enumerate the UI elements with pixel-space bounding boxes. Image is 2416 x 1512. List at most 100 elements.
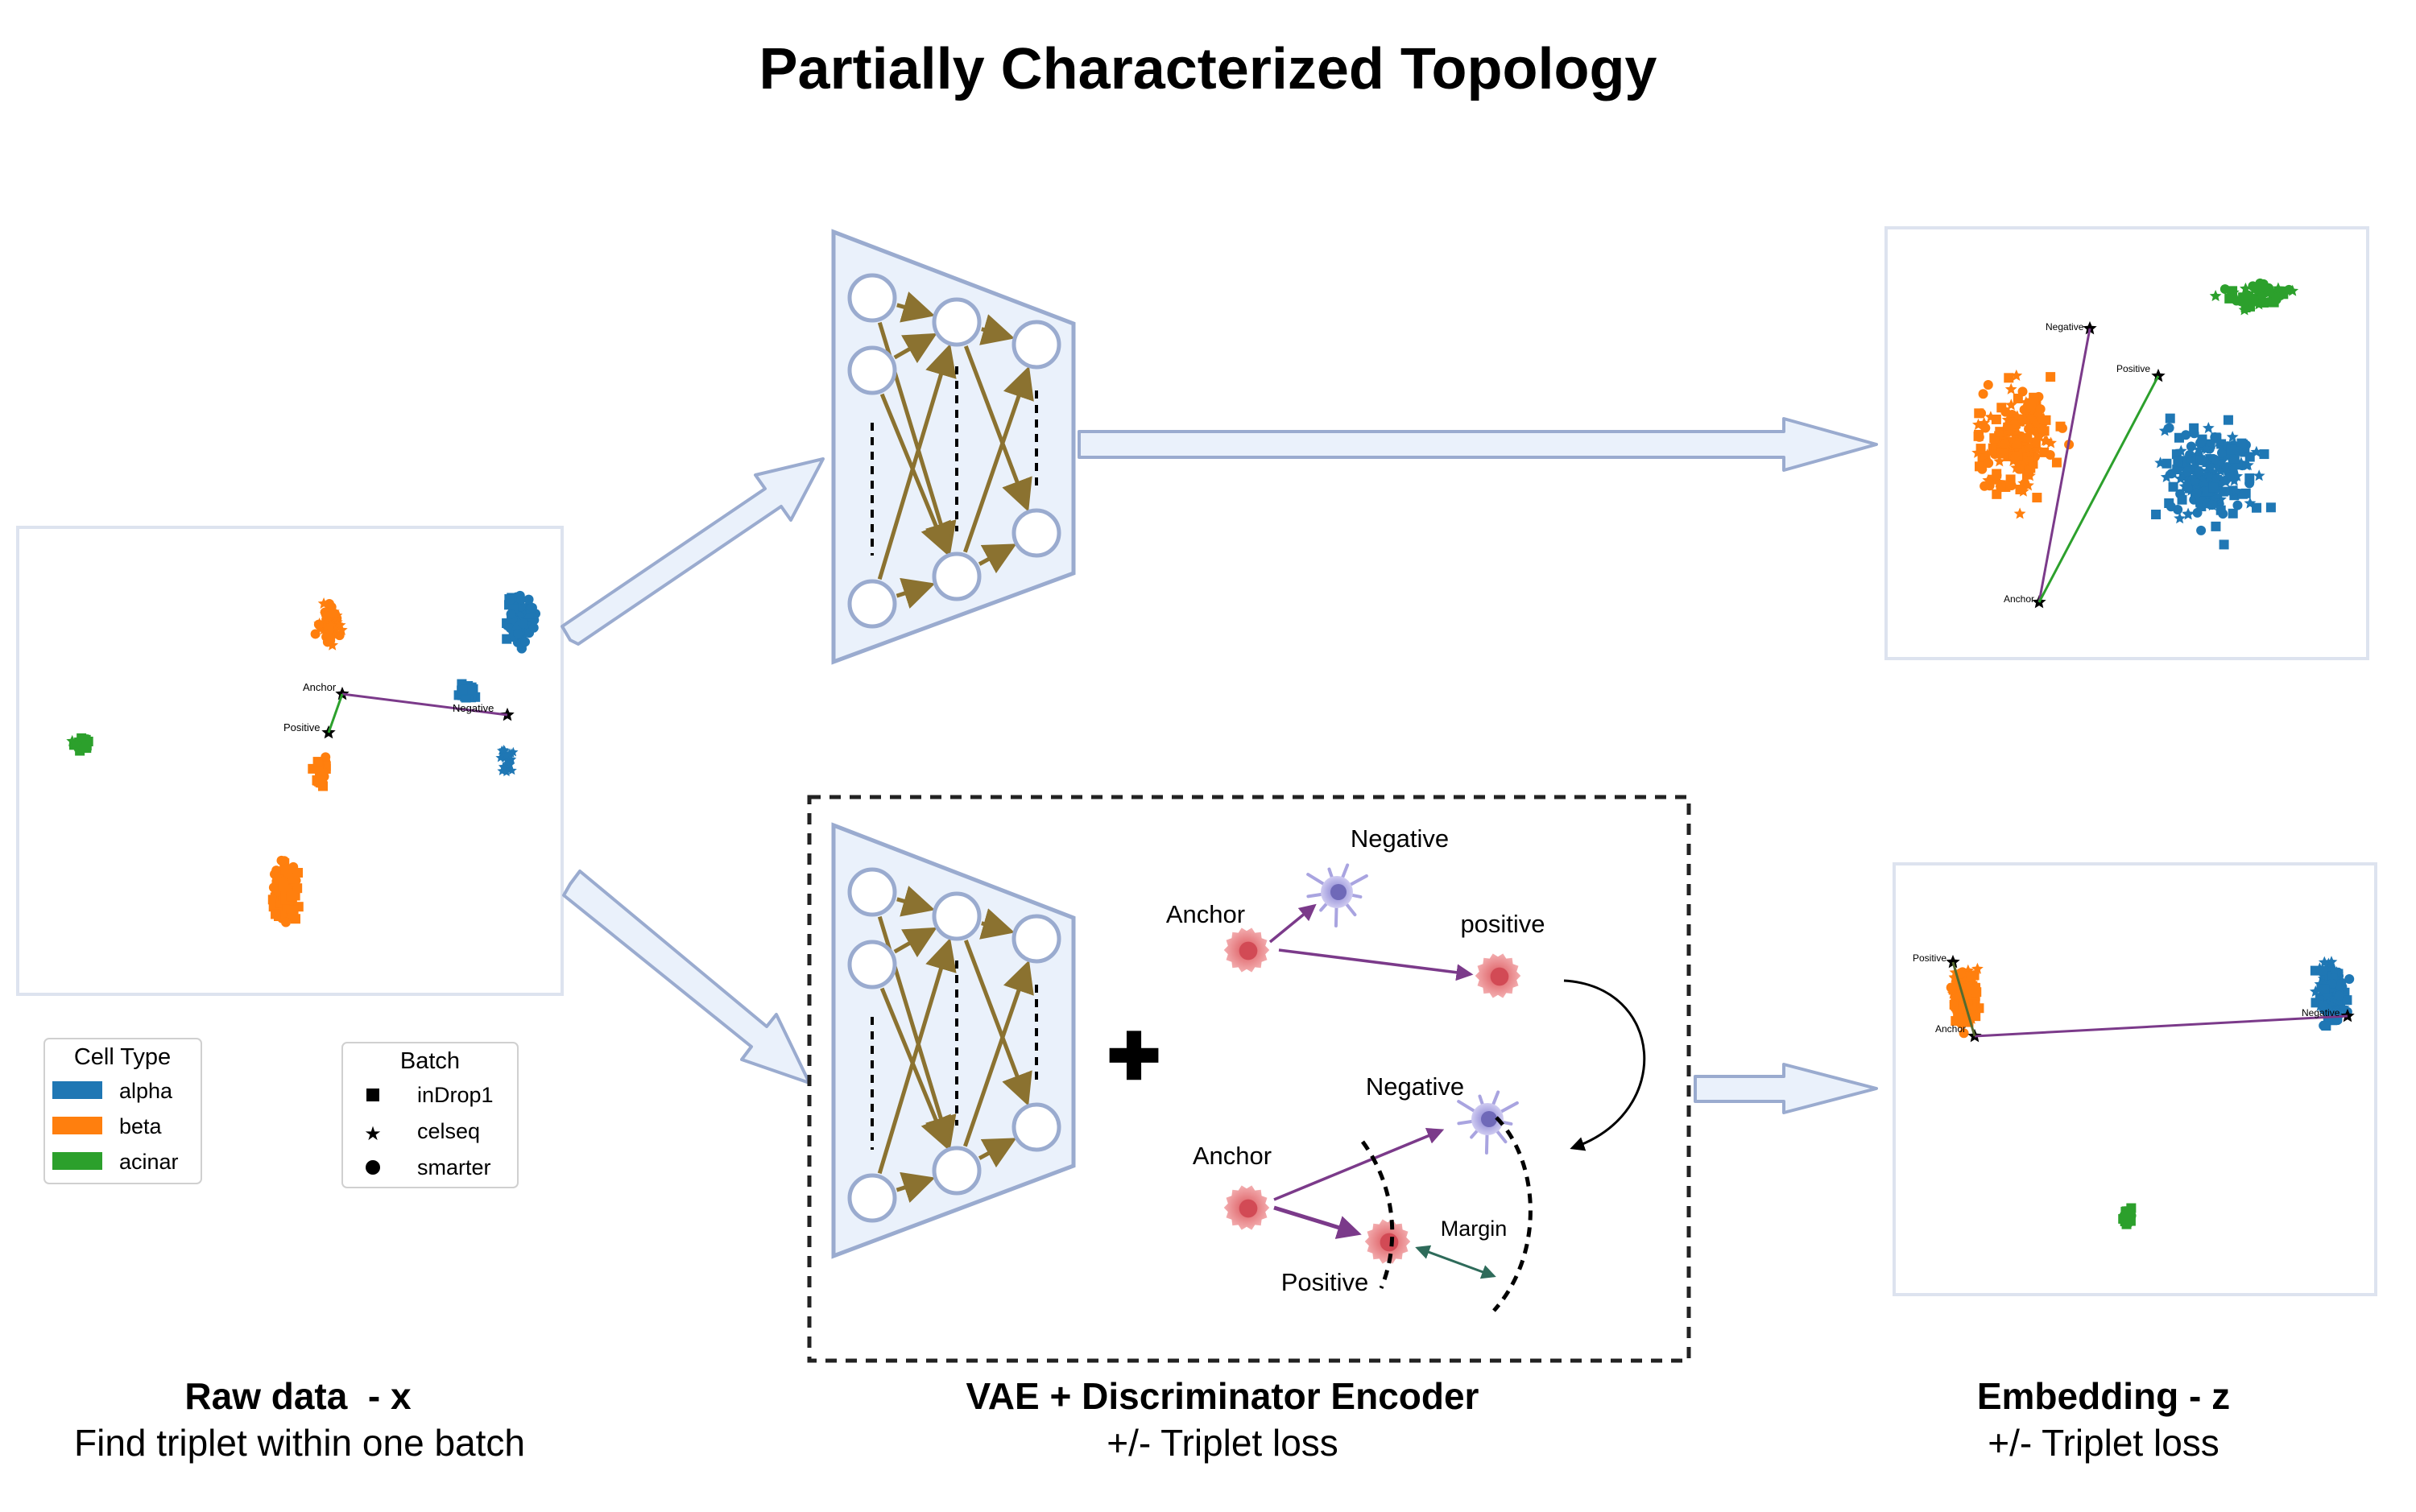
legend-acinar-swatch (52, 1152, 102, 1170)
alpha-point (2189, 474, 2201, 486)
alpha-point (2164, 423, 2174, 433)
emb-caption-sub: +/- Triplet loss (1988, 1422, 2219, 1464)
alpha-point (2186, 441, 2196, 452)
encoder-edge (896, 886, 936, 917)
beta-point (2039, 434, 2051, 446)
beta-point (2024, 423, 2034, 434)
legend-celseq-label: celseq (417, 1119, 480, 1143)
alpha-point (2165, 413, 2175, 423)
beta-point (2013, 393, 2023, 403)
alpha-point (2244, 452, 2255, 462)
encoder-edge (979, 314, 1016, 345)
beta-point (1996, 403, 2007, 413)
alpha-point (2205, 460, 2218, 472)
alpha-point (2168, 481, 2178, 492)
acinar-point (2122, 1210, 2133, 1221)
encoder-node (847, 1173, 897, 1223)
positive-cell-bottom (1364, 1219, 1411, 1264)
alpha-point (2182, 507, 2195, 519)
acinar-point (2259, 281, 2271, 293)
alpha-point (2241, 459, 2254, 471)
beta-point (335, 623, 348, 635)
beta-point (1984, 458, 1994, 469)
beta-point (2029, 392, 2039, 403)
cell-nucleus (1239, 941, 1258, 960)
alpha-point (2173, 456, 2183, 467)
beta-point (1996, 480, 2006, 490)
top-anchor-label: Anchor (2004, 593, 2034, 605)
acinar-point (2255, 289, 2268, 301)
vae-caption-title: VAE + Discriminator Encoder (966, 1375, 1479, 1417)
anchor-cell-bottom (1223, 1185, 1270, 1230)
beta-point (313, 619, 324, 630)
arrow-to-vae-triplet (562, 870, 811, 1084)
margin-arc-outer (1492, 1116, 1533, 1312)
alpha-point (2181, 430, 2191, 440)
raw-caption-title: Raw data - x (184, 1375, 412, 1417)
alpha-point (2327, 963, 2340, 975)
beta-point (1956, 1018, 1967, 1029)
encoder-node (847, 345, 897, 395)
beta-point (2046, 372, 2056, 382)
triplet-negative-top-label: Negative (1351, 824, 1449, 853)
raw-anchor-positive-line (327, 693, 344, 733)
beta-point (1974, 429, 1984, 440)
negative-cell-top (1306, 863, 1368, 927)
alpha-point (2174, 444, 2187, 456)
alpha-point (2191, 488, 2202, 498)
alpha-point (2337, 1002, 2350, 1014)
bottom-anchor-negative-line (1974, 1014, 2348, 1038)
plus-sign: ✚ (1107, 1021, 1160, 1093)
legend-alpha-label: alpha (119, 1079, 173, 1103)
acinar-point (2209, 290, 2222, 302)
acinar-point (2272, 282, 2285, 294)
positive-cell-top (1475, 953, 1521, 998)
alpha-point (2229, 453, 2240, 464)
encoder-node (847, 273, 897, 323)
alpha-point (2228, 461, 2241, 473)
encoder-node (932, 297, 982, 347)
anchor-to-positive-arrow-top (1278, 948, 1474, 981)
encoder-node (932, 1146, 982, 1196)
top-negative-marker (2083, 320, 2097, 335)
vae-caption-sub: +/- Triplet loss (1107, 1422, 1338, 1464)
beta-point (2000, 407, 2011, 417)
alpha-point (2232, 500, 2243, 510)
alpha-point (2207, 500, 2217, 510)
top-embedding-panel (1884, 226, 2369, 660)
acinar-point (2284, 284, 2294, 295)
alpha-point (2318, 999, 2328, 1010)
bottom-anchor-positive-line (1951, 961, 1976, 1037)
legend-indrop1-label: inDrop1 (417, 1083, 494, 1107)
alpha-point (2319, 984, 2330, 994)
raw-positive-label: Positive (283, 721, 321, 733)
encoder-edge (893, 333, 937, 364)
acinar-point (81, 741, 92, 751)
legend-alpha-swatch (52, 1081, 102, 1099)
legend-circle-marker (366, 1160, 380, 1175)
alpha-point (2342, 995, 2352, 1006)
beta-point (320, 607, 332, 619)
alpha-point (2202, 422, 2215, 434)
alpha-point (518, 618, 528, 629)
alpha-point (513, 629, 523, 639)
bottom-embedding-panel (1893, 862, 2377, 1296)
alpha-point (2236, 438, 2247, 448)
alpha-point (2182, 481, 2193, 492)
beta-point (2051, 457, 2062, 468)
beta-point (312, 757, 323, 767)
alpha-point (504, 594, 515, 605)
legend-acinar-label: acinar (119, 1150, 179, 1174)
beta-point (271, 909, 281, 919)
alpha-point (2321, 989, 2333, 1002)
encoder-node (1011, 508, 1061, 558)
bottom-negative-label: Negative (2302, 1007, 2340, 1018)
encoder-node (847, 867, 897, 917)
bottom-anchor-label: Anchor (1935, 1023, 1966, 1035)
alpha-point (2319, 965, 2329, 976)
acinar-point (2253, 298, 2265, 310)
alpha-point (2212, 474, 2223, 485)
beta-point (292, 883, 303, 894)
beta-point (2017, 432, 2029, 444)
top-negative-label: Negative (2046, 321, 2084, 333)
